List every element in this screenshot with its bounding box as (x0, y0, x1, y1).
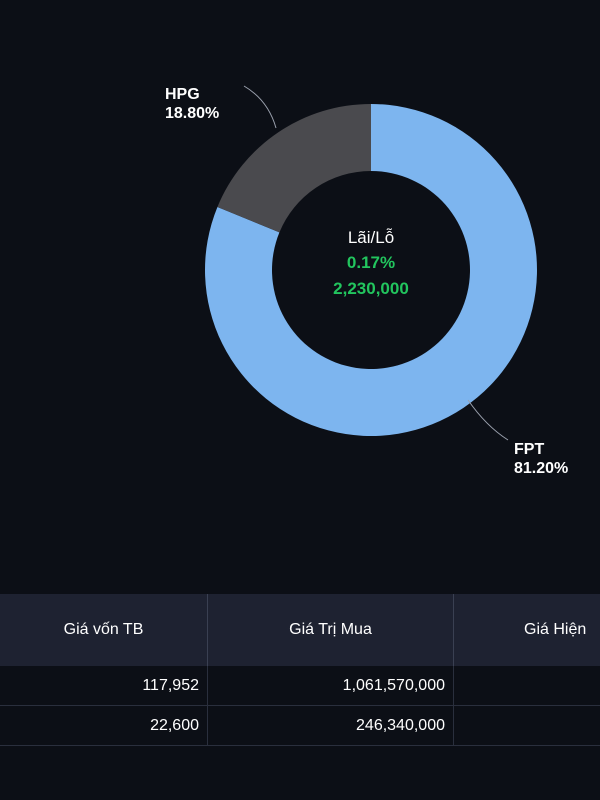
hpg-leader-line (243, 85, 277, 129)
fpt-name: FPT (514, 441, 545, 458)
profit-loss-percent: 0.17% (346, 253, 396, 272)
hpg-slice-label: HPG 18.80% (165, 85, 219, 123)
donut-center-summary: Lãi/Lỗ 0.17% 2,230,000 (271, 226, 471, 302)
cell-avg-cost: 117,952 (0, 666, 208, 705)
profit-loss-title: Lãi/Lỗ (347, 228, 395, 247)
donut-slice-fpt[interactable] (204, 104, 538, 436)
fpt-leader-line (467, 399, 509, 441)
donut-slice-hpg[interactable] (217, 104, 371, 233)
column-header-avg-cost[interactable]: Giá vốn TB (0, 594, 208, 666)
cell-current-price (454, 666, 600, 705)
profit-loss-amount: 2,230,000 (333, 279, 409, 298)
cell-buy-value: 1,061,570,000 (208, 666, 454, 705)
fpt-slice-label: FPT 81.20% (514, 440, 568, 478)
holdings-table: Giá vốn TB Giá Trị Mua Giá Hiện 117,952 … (0, 594, 600, 746)
hpg-name: HPG (165, 86, 200, 103)
table-header: Giá vốn TB Giá Trị Mua Giá Hiện (0, 594, 600, 666)
cell-buy-value: 246,340,000 (208, 706, 454, 745)
fpt-percent: 81.20% (514, 460, 569, 477)
cell-current-price (454, 706, 600, 745)
column-header-current-price[interactable]: Giá Hiện (524, 621, 587, 638)
hpg-percent: 18.80% (165, 105, 220, 122)
table-row[interactable]: 22,600 246,340,000 (0, 706, 600, 746)
cell-avg-cost: 22,600 (0, 706, 208, 745)
allocation-donut-chart (204, 85, 538, 441)
table-row[interactable]: 117,952 1,061,570,000 (0, 666, 600, 706)
column-header-buy-value[interactable]: Giá Trị Mua (208, 594, 454, 666)
